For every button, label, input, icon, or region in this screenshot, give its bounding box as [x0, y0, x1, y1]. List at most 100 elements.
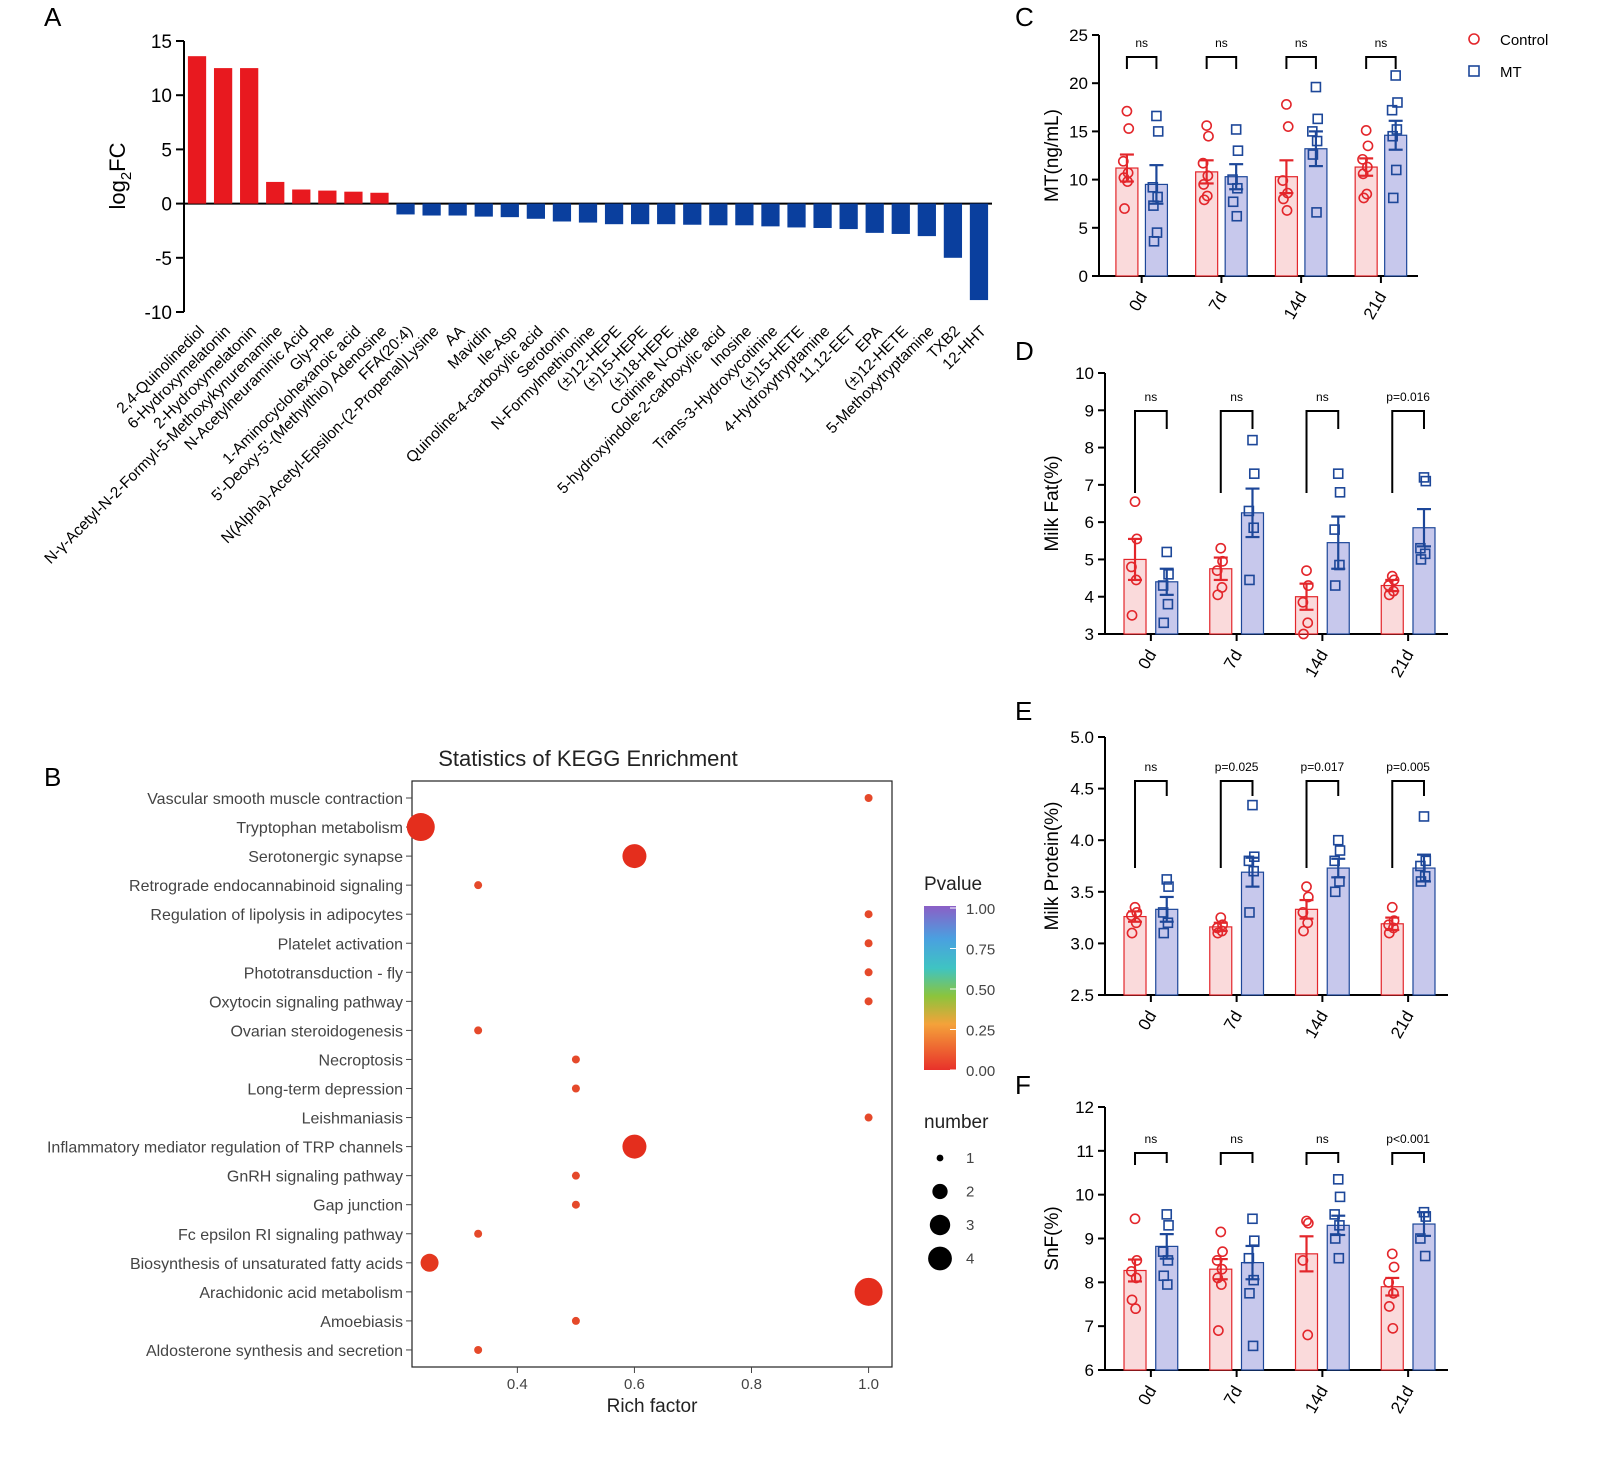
bar-control-0d — [1123, 1269, 1147, 1371]
pathway-label-19: Aldosterone synthesis and secretion — [146, 1343, 403, 1360]
point-control-14d — [1302, 1329, 1314, 1341]
y-tick-label-d: 3 — [1085, 625, 1094, 644]
point-control-21d — [1383, 927, 1395, 939]
bubble-12 — [622, 1134, 647, 1159]
bubble-13 — [571, 1171, 580, 1180]
x-tick-label-f-7d: 7d — [1220, 1383, 1246, 1409]
y-axis-label-e: Milk Protein(%) — [1042, 802, 1063, 931]
point-control-14d — [1298, 628, 1309, 640]
panel-label-e: E — [1015, 696, 1032, 726]
point-control-14d — [1282, 121, 1294, 132]
point-mt-21d — [1415, 554, 1427, 565]
pathway-label-18: Amoebiasis — [320, 1314, 403, 1331]
point-control-7d — [1201, 120, 1213, 132]
point-mt-7d — [1248, 522, 1259, 534]
y-tick-label-f: 12 — [1075, 1098, 1094, 1117]
x-tick-label-c-14d: 14d — [1280, 289, 1311, 323]
significance-bracket-14d — [1305, 1152, 1340, 1165]
bar-mt-14d — [1326, 1224, 1350, 1371]
point-control-7d — [1212, 1325, 1224, 1336]
bar-20 — [709, 203, 728, 226]
bar-control-21d — [1354, 166, 1378, 277]
pathway-label-7: Oxytocin signaling pathway — [209, 994, 403, 1011]
bubble-11 — [864, 1113, 873, 1122]
bar-5 — [318, 190, 337, 204]
panel-label-f: F — [1015, 1070, 1031, 1100]
y-tick-label-d: 10 — [1075, 364, 1094, 383]
pvalue-legend-title: Pvalue — [924, 874, 982, 895]
point-control-7d — [1217, 919, 1228, 931]
pathway-label-2: Serotonergic synapse — [248, 849, 403, 866]
point-control-21d — [1386, 1248, 1398, 1260]
bar-28 — [917, 203, 936, 237]
bubble-5 — [864, 939, 873, 948]
number-legend-label: 1 — [966, 1150, 974, 1167]
x-tick-label-d-7d: 7d — [1220, 647, 1246, 673]
significance-bracket-0d — [1125, 56, 1158, 69]
y-tick-label-d: 5 — [1085, 550, 1094, 569]
bubble-7 — [864, 997, 873, 1006]
bar-mt-7d — [1240, 871, 1265, 996]
bar-mt-21d — [1384, 134, 1408, 277]
y-tick-label-d: 9 — [1085, 401, 1094, 420]
significance-label-0d: ns — [1145, 390, 1158, 404]
significance-bracket-14d — [1285, 56, 1317, 69]
point-mt-7d — [1232, 145, 1244, 156]
point-mt-14d — [1329, 580, 1341, 591]
point-control-21d — [1388, 1261, 1400, 1273]
pathway-label-5: Platelet activation — [278, 936, 403, 953]
panel-label-c: C — [1015, 2, 1034, 32]
x-tick-label-b: 1.0 — [858, 1376, 879, 1393]
point-control-0d — [1119, 203, 1130, 214]
y-tick-label-c: 20 — [1069, 74, 1088, 93]
panel-a-log2fc-bar-chart: A151050-5-10log2FC2,4-Quinolinediol6-Hyd… — [41, 2, 992, 567]
bar-25 — [839, 203, 858, 230]
point-mt-21d — [1387, 130, 1398, 142]
number-legend-dot — [928, 1246, 952, 1271]
significance-bracket-21d — [1391, 410, 1425, 493]
significance-bracket-7d — [1205, 56, 1238, 69]
significance-bracket-21d — [1391, 780, 1425, 868]
bar-11 — [474, 203, 493, 217]
point-control-0d — [1129, 1213, 1141, 1225]
number-legend-title: number — [924, 1112, 989, 1133]
point-mt-0d — [1161, 874, 1173, 885]
y-tick-label-e: 3.0 — [1070, 934, 1094, 953]
bubble-2 — [622, 844, 647, 869]
point-control-21d — [1360, 125, 1372, 136]
pathway-label-15: Fc epsilon RI signaling pathway — [178, 1227, 403, 1244]
pathway-label-17: Arachidonic acid metabolism — [199, 1285, 403, 1302]
y-tick-label-c: 5 — [1079, 219, 1088, 238]
bubble-17 — [854, 1277, 883, 1306]
x-tick-label-e-0d: 0d — [1134, 1008, 1160, 1034]
point-mt-14d — [1332, 468, 1344, 479]
bar-3 — [266, 181, 285, 204]
pathway-label-1: Tryptophan metabolism — [236, 820, 403, 837]
control-mt-legend: Control MT — [1468, 32, 1548, 81]
y-tick-label-f: 6 — [1085, 1361, 1094, 1380]
point-mt-21d — [1419, 1250, 1431, 1262]
point-mt-21d — [1415, 1233, 1426, 1244]
bar-26 — [865, 203, 884, 233]
significance-bracket-14d — [1305, 410, 1340, 493]
point-control-14d — [1298, 925, 1309, 937]
point-control-7d — [1215, 1226, 1227, 1238]
point-mt-0d — [1158, 927, 1170, 939]
significance-bracket-0d — [1134, 410, 1168, 493]
pathway-label-9: Necroptosis — [319, 1052, 403, 1069]
point-mt-14d — [1334, 1191, 1346, 1203]
point-control-14d — [1301, 881, 1312, 893]
point-mt-14d — [1311, 207, 1322, 218]
point-mt-7d — [1227, 196, 1239, 208]
significance-label-0d: ns — [1135, 36, 1148, 50]
pvalue-legend-tick: 0.75 — [966, 942, 995, 959]
point-mt-7d — [1248, 468, 1260, 479]
pathway-label-3: Retrograde endocannabinoid signaling — [129, 878, 403, 895]
significance-label-21d: p=0.016 — [1386, 390, 1430, 404]
y-tick-label-a: -10 — [145, 303, 172, 324]
significance-label-21d: p<0.001 — [1386, 1132, 1430, 1146]
bubble-9 — [571, 1055, 580, 1064]
bar-mt-21d — [1412, 867, 1436, 996]
significance-bracket-21d — [1391, 1152, 1425, 1165]
bubble-8 — [474, 1026, 483, 1035]
